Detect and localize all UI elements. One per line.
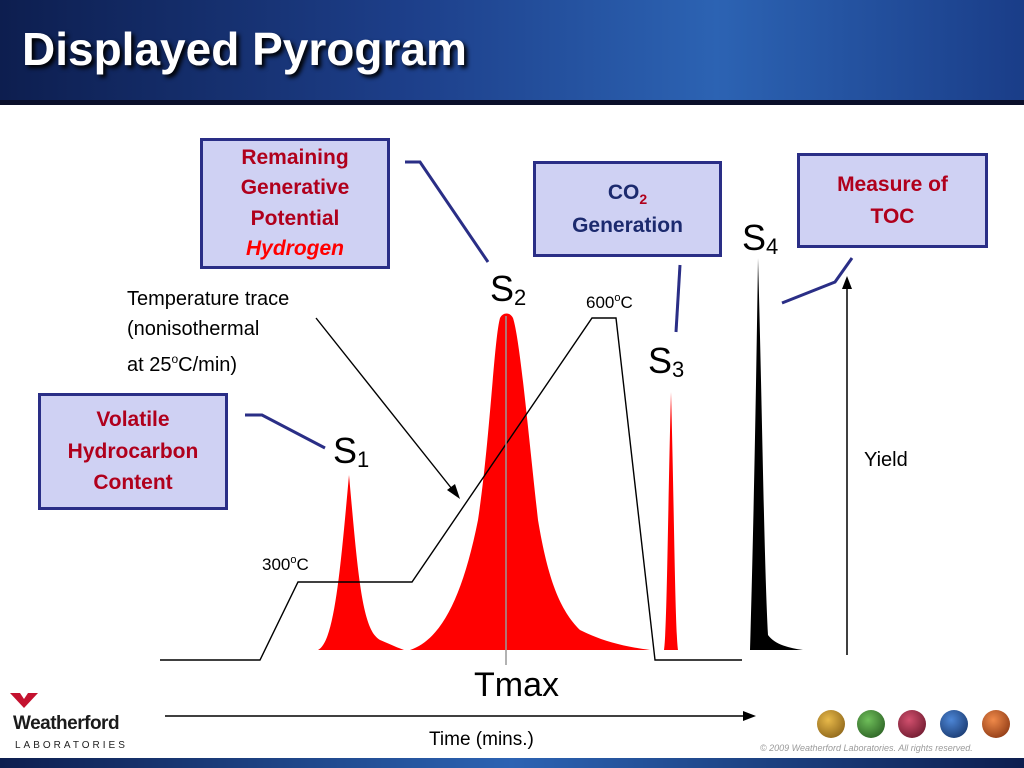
temperature-line1: Temperature trace (127, 288, 290, 310)
volatile-line2: Hydrocarbon (67, 439, 199, 463)
temp-600-label: 600oC (586, 292, 633, 312)
temperature-arrow (315, 317, 457, 495)
energy-icon-2 (857, 710, 885, 738)
co2-line1: CO2 (607, 180, 648, 207)
box-remaining-potential: Remaining Generative Potential Hydrogen (200, 138, 390, 269)
logo-icon (10, 693, 38, 708)
yield-label: Yield (864, 449, 908, 471)
peak-s2 (410, 313, 650, 650)
connector-volatile (245, 413, 326, 450)
page-title: Displayed Pyrogram (22, 23, 467, 75)
temperature-arrowhead (447, 484, 460, 499)
box-volatile-hydrocarbon: Volatile Hydrocarbon Content (38, 393, 228, 510)
connector-remaining (405, 160, 490, 263)
volatile-line3: Content (93, 471, 173, 495)
logo-name: Weatherford (13, 713, 120, 734)
remaining-line2: Generative (240, 176, 350, 200)
remaining-line4: Hydrogen (245, 236, 344, 260)
co2-line2: Generation (572, 213, 683, 237)
temperature-line3: at 25oC/min) (127, 352, 238, 376)
toc-line2: TOC (870, 204, 915, 228)
logo-subtitle: LABORATORIES (15, 740, 128, 751)
title-banner (0, 0, 1024, 100)
peak-s4 (750, 258, 803, 650)
peak-s3 (664, 392, 678, 650)
title-divider (0, 100, 1024, 105)
copyright-footer: © 2009 Weatherford Laboratories. All rig… (760, 743, 973, 753)
box-measure-toc: Measure of TOC (797, 153, 988, 248)
connector-toc (781, 257, 854, 305)
time-axis-label: Time (mins.) (429, 729, 534, 750)
energy-icon-1 (817, 710, 845, 738)
box-co2-generation: CO2 Generation (533, 161, 722, 257)
remaining-line1: Remaining (241, 145, 349, 169)
connector-co2 (674, 264, 682, 333)
peak-s1 (318, 475, 404, 650)
peak-label-s1: S1 (333, 430, 370, 472)
peak-label-s4: S4 (742, 217, 779, 259)
remaining-line3: Potential (250, 206, 340, 230)
temperature-trace (160, 317, 742, 661)
yield-arrowhead (842, 276, 852, 289)
energy-icon-3 (898, 710, 926, 738)
time-arrowhead (743, 711, 756, 721)
peak-label-s3: S3 (648, 340, 685, 382)
temp-300-label: 300oC (262, 554, 309, 574)
energy-icon-4 (940, 710, 968, 738)
peak-label-s2: S2 (490, 268, 527, 310)
volatile-line1: Volatile (96, 408, 170, 432)
temperature-line2: (nonisothermal (127, 318, 260, 340)
toc-line1: Measure of (837, 173, 948, 196)
tmax-label: Tmax (474, 666, 559, 704)
footer-bar (0, 758, 1024, 768)
temperature-label: Temperature trace (nonisothermal at 25oC… (127, 284, 289, 380)
energy-icon-5 (982, 710, 1010, 738)
